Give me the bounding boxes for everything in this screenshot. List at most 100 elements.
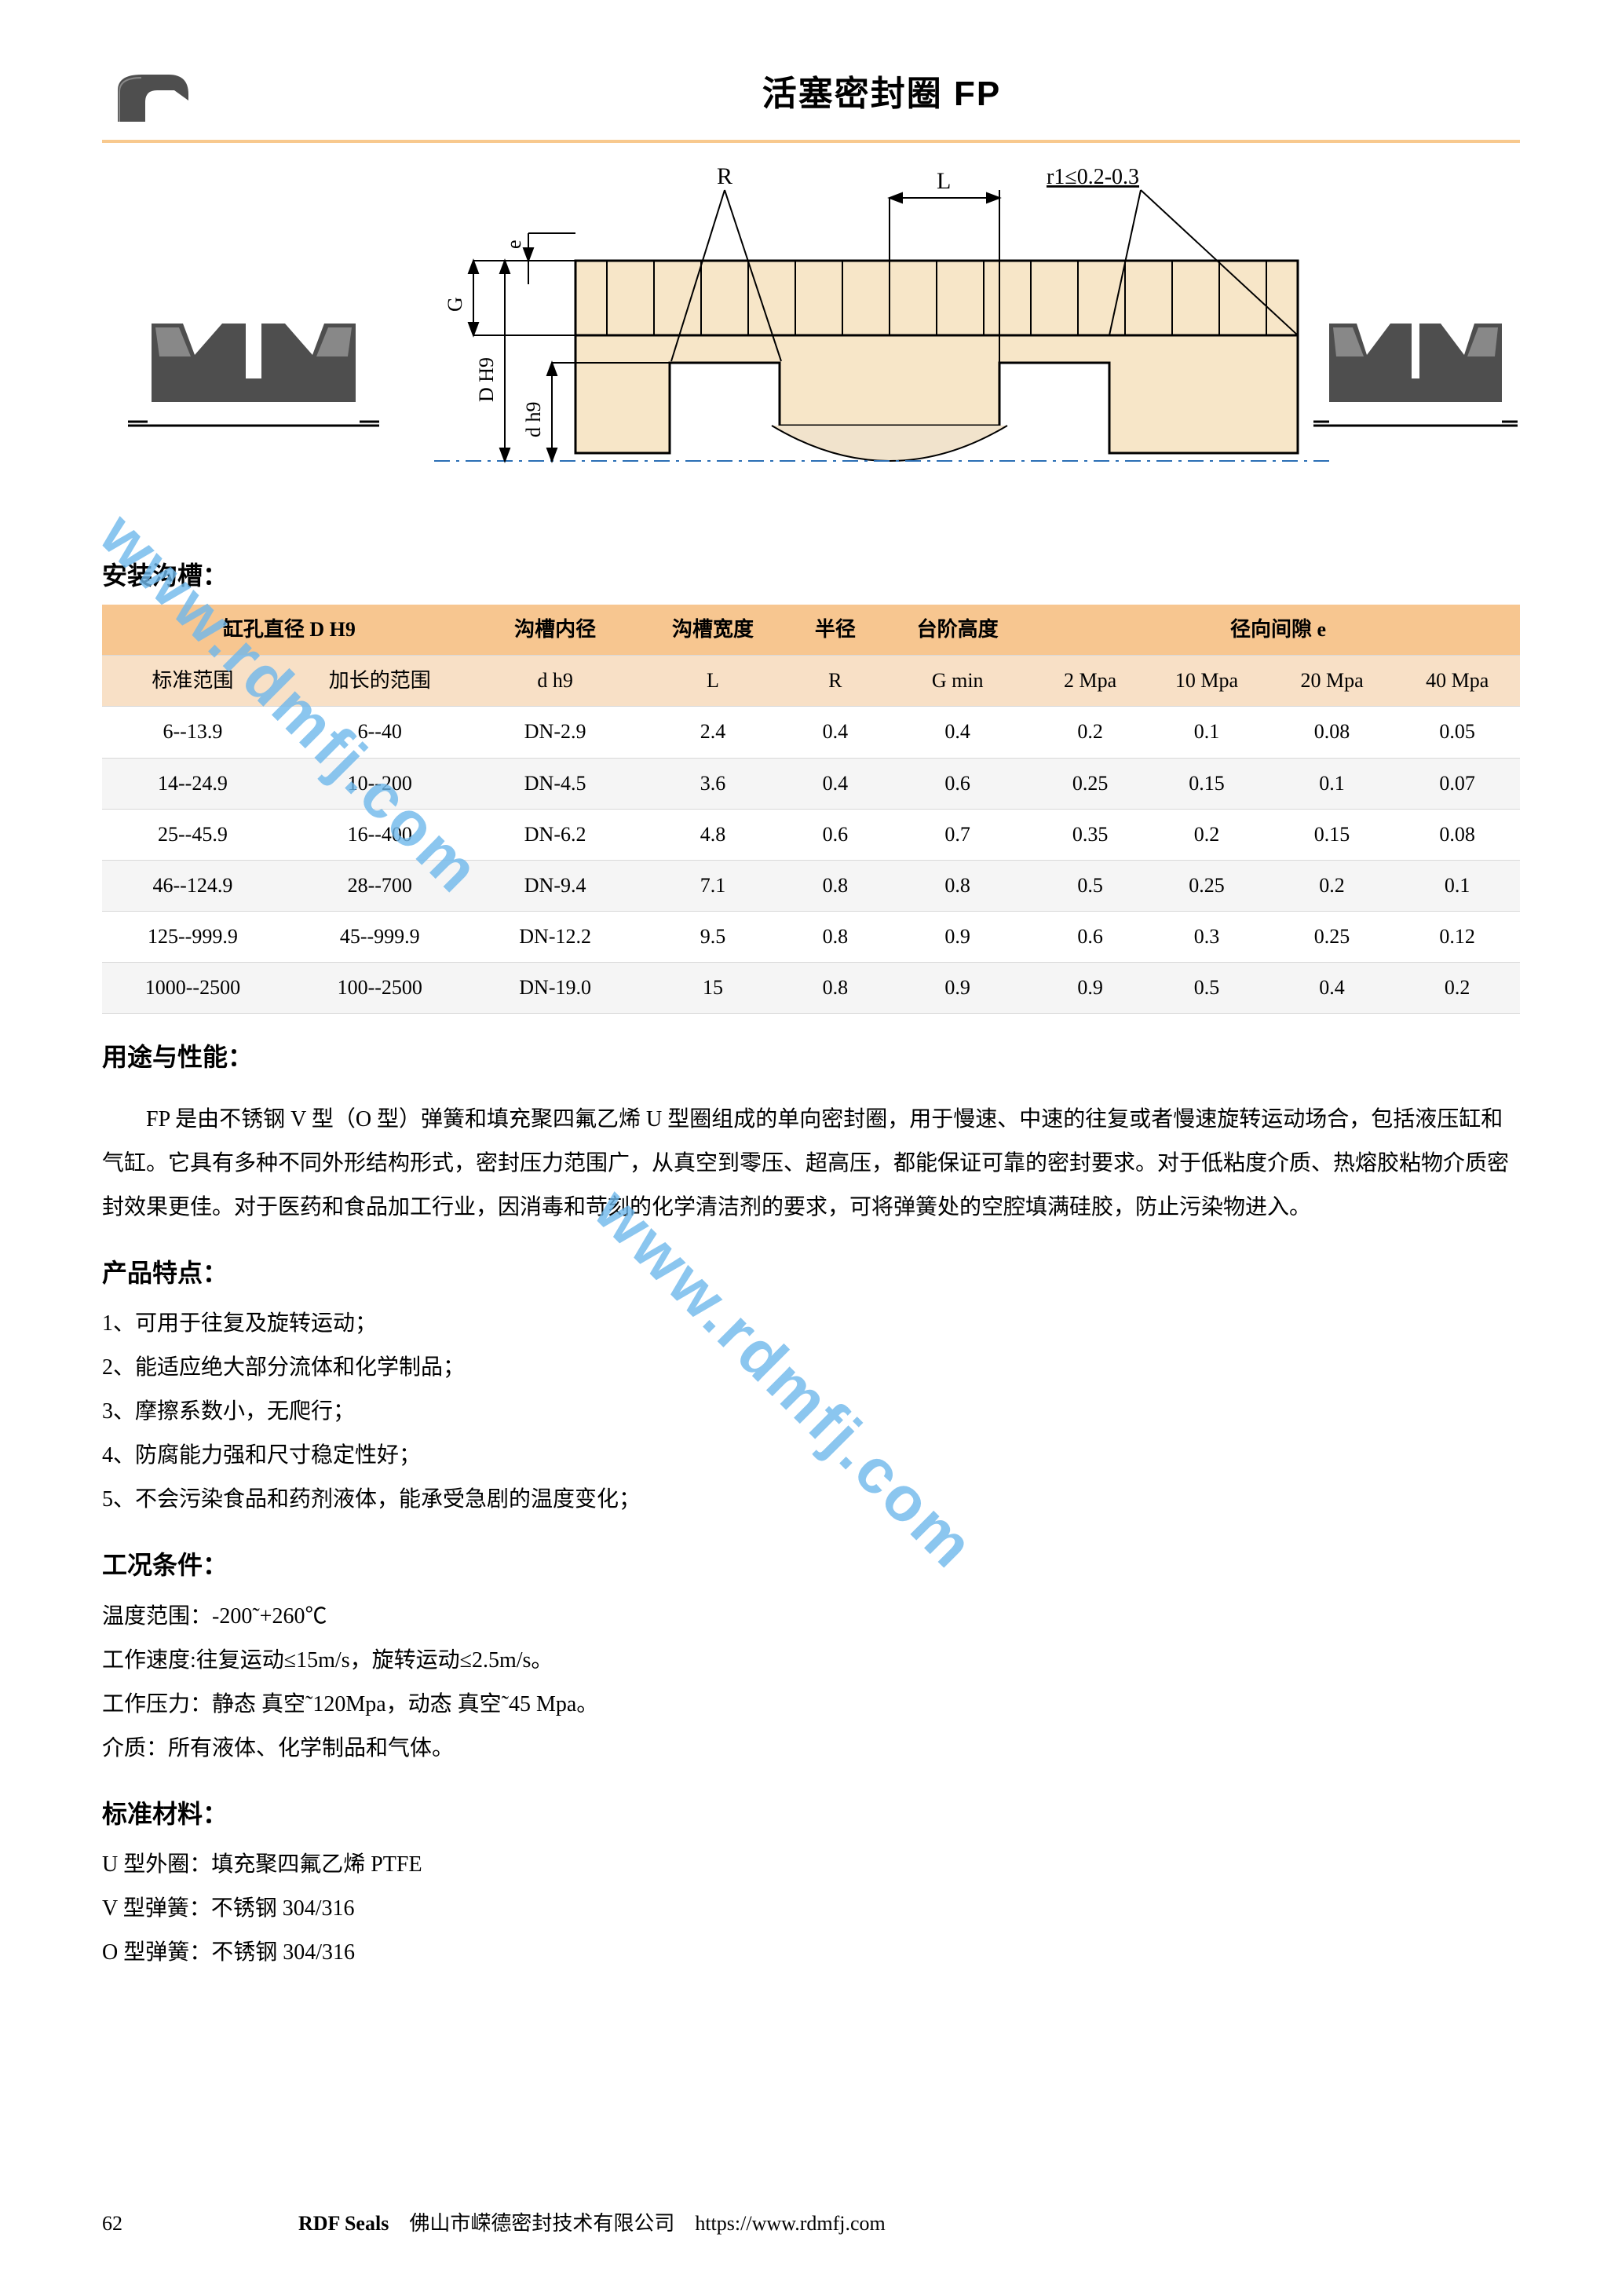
table-cell: 0.8	[791, 963, 879, 1014]
table-cell: 9.5	[634, 912, 792, 963]
table-row: 1000--2500100--2500DN-19.0150.80.90.90.5…	[102, 963, 1520, 1014]
table-cell: 0.25	[1036, 758, 1144, 809]
table-cell: DN-9.4	[477, 860, 634, 911]
condition-item: 温度范围：-200˜+260℃	[102, 1595, 1520, 1639]
table-header-sub: 20 Mpa	[1269, 656, 1395, 707]
table-cell: 0.08	[1394, 809, 1520, 860]
table-cell: DN-2.9	[477, 707, 634, 758]
features-heading: 产品特点：	[102, 1252, 1520, 1294]
table-row: 125--999.945--999.9DN-12.29.50.80.90.60.…	[102, 912, 1520, 963]
table-cell: 0.1	[1394, 860, 1520, 911]
table-cell: 0.2	[1036, 707, 1144, 758]
table-cell: 28--700	[283, 860, 477, 911]
table-cell: 0.4	[1269, 963, 1395, 1014]
page-header: 活塞密封圈 FP	[102, 63, 1520, 126]
table-cell: 6--13.9	[102, 707, 283, 758]
table-header-sub: 加长的范围	[283, 656, 477, 707]
table-cell: 45--999.9	[283, 912, 477, 963]
table-cell: 7.1	[634, 860, 792, 911]
materials-list: U 型外圈：填充聚四氟乙烯 PTFEV 型弹簧：不锈钢 304/316O 型弹簧…	[102, 1843, 1520, 1975]
table-cell: 0.4	[791, 707, 879, 758]
feature-item: 4、防腐能力强和尺寸稳定性好；	[102, 1434, 1520, 1478]
table-cell: 15	[634, 963, 792, 1014]
table-cell: 0.1	[1144, 707, 1269, 758]
table-row: 25--45.916--400DN-6.24.80.60.70.350.20.1…	[102, 809, 1520, 860]
table-cell: 0.08	[1269, 707, 1395, 758]
table-cell: 2.4	[634, 707, 792, 758]
conditions-heading: 工况条件：	[102, 1544, 1520, 1586]
seal-logo-icon	[102, 63, 212, 126]
material-item: O 型弹簧：不锈钢 304/316	[102, 1931, 1520, 1975]
table-cell: 4.8	[634, 809, 792, 860]
feature-item: 3、摩擦系数小，无爬行；	[102, 1390, 1520, 1434]
table-cell: 6--40	[283, 707, 477, 758]
table-cell: 0.5	[1144, 963, 1269, 1014]
dim-label-G: G	[444, 297, 466, 312]
table-cell: 0.6	[791, 809, 879, 860]
table-cell: 0.9	[879, 963, 1036, 1014]
table-cell: 0.2	[1394, 963, 1520, 1014]
table-cell: 0.7	[879, 809, 1036, 860]
install-heading: 安装沟槽：	[102, 554, 1520, 597]
feature-item: 5、不会污染食品和药剂液体，能承受急剧的温度变化；	[102, 1478, 1520, 1522]
table-cell: 0.15	[1269, 809, 1395, 860]
table-cell: 0.3	[1144, 912, 1269, 963]
feature-item: 2、能适应绝大部分流体和化学制品；	[102, 1346, 1520, 1390]
table-header-sub: G min	[879, 656, 1036, 707]
dim-label-d: d h9	[522, 402, 545, 438]
condition-item: 工作速度:往复运动≤15m/s，旋转运动≤2.5m/s。	[102, 1639, 1520, 1683]
table-cell: 25--45.9	[102, 809, 283, 860]
table-cell: 100--2500	[283, 963, 477, 1014]
table-header-top: 缸孔直径 D H9	[102, 605, 477, 656]
table-header-sub: d h9	[477, 656, 634, 707]
page-footer: 62 RDF Seals 佛山市嵘德密封技术有限公司 https://www.r…	[102, 2206, 1520, 2241]
footer-brand: RDF Seals	[298, 2212, 389, 2235]
table-cell: 14--24.9	[102, 758, 283, 809]
table-cell: 0.1	[1269, 758, 1395, 809]
table-header-top: 台阶高度	[879, 605, 1036, 656]
table-header-sub: R	[791, 656, 879, 707]
table-header-sub: 标准范围	[102, 656, 283, 707]
table-row: 6--13.96--40DN-2.92.40.40.40.20.10.080.0…	[102, 707, 1520, 758]
dim-label-e: e	[502, 239, 525, 249]
table-cell: 0.8	[791, 912, 879, 963]
table-cell: 46--124.9	[102, 860, 283, 911]
table-cell: 0.4	[791, 758, 879, 809]
page-number: 62	[102, 2206, 298, 2241]
materials-heading: 标准材料：	[102, 1793, 1520, 1835]
usage-heading: 用途与性能：	[102, 1036, 1520, 1078]
table-cell: 0.8	[879, 860, 1036, 911]
table-cell: 0.5	[1036, 860, 1144, 911]
table-cell: 0.8	[791, 860, 879, 911]
table-header-top: 沟槽宽度	[634, 605, 792, 656]
features-list: 1、可用于往复及旋转运动；2、能适应绝大部分流体和化学制品；3、摩擦系数小，无爬…	[102, 1302, 1520, 1522]
table-cell: 1000--2500	[102, 963, 283, 1014]
table-header-sub: L	[634, 656, 792, 707]
dim-label-R: R	[717, 166, 732, 189]
page-title: 活塞密封圈 FP	[243, 65, 1520, 124]
table-cell: 0.07	[1394, 758, 1520, 809]
conditions-list: 温度范围：-200˜+260℃工作速度:往复运动≤15m/s，旋转运动≤2.5m…	[102, 1595, 1520, 1771]
condition-item: 介质：所有液体、化学制品和气体。	[102, 1727, 1520, 1771]
table-cell: DN-4.5	[477, 758, 634, 809]
header-underline	[102, 140, 1520, 143]
table-cell: DN-19.0	[477, 963, 634, 1014]
table-cell: 0.35	[1036, 809, 1144, 860]
table-cell: 0.2	[1144, 809, 1269, 860]
dim-label-r1: r1≤0.2-0.3	[1047, 166, 1139, 189]
table-header-top: 径向间隙 e	[1036, 605, 1520, 656]
feature-item: 1、可用于往复及旋转运动；	[102, 1302, 1520, 1346]
table-cell: DN-6.2	[477, 809, 634, 860]
table-cell: 0.9	[1036, 963, 1144, 1014]
table-cell: 10--200	[283, 758, 477, 809]
table-cell: 125--999.9	[102, 912, 283, 963]
table-row: 46--124.928--700DN-9.47.10.80.80.50.250.…	[102, 860, 1520, 911]
table-cell: 0.25	[1144, 860, 1269, 911]
dim-label-L: L	[937, 168, 951, 194]
table-cell: 0.4	[879, 707, 1036, 758]
table-cell: 0.12	[1394, 912, 1520, 963]
table-cell: 0.2	[1269, 860, 1395, 911]
table-header-top: 沟槽内径	[477, 605, 634, 656]
footer-company: RDF Seals 佛山市嵘德密封技术有限公司 https://www.rdmf…	[298, 2206, 1520, 2241]
dim-label-D: D H9	[475, 357, 498, 402]
